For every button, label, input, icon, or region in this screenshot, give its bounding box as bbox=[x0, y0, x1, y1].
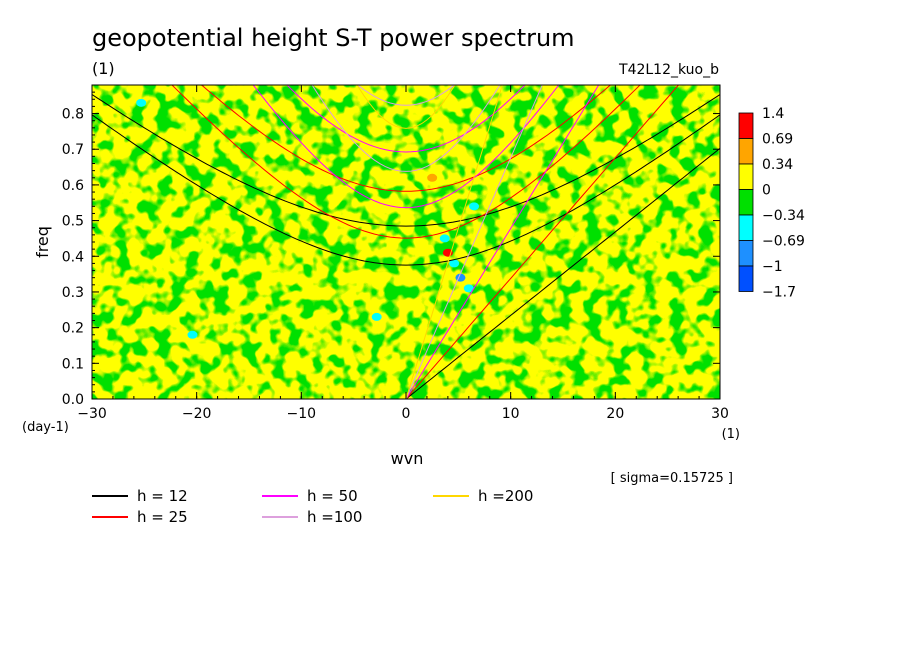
chart-title: geopotential height S-T power spectrum bbox=[92, 24, 575, 52]
y-tick-label: 0.0 bbox=[62, 392, 84, 408]
spectrum-spot bbox=[371, 312, 382, 321]
colorbar-swatch bbox=[738, 138, 754, 165]
spectrum-spot bbox=[463, 284, 474, 293]
y-axis-label: freq bbox=[33, 226, 52, 258]
colorbar: 1.4 0.69 0.34 0 −0.34 −0.69 −1 −1.7 bbox=[738, 106, 805, 301]
x-tick-label: −30 bbox=[77, 406, 107, 422]
y-tick-label: 0.2 bbox=[62, 321, 84, 337]
dispersion-curve bbox=[405, 85, 503, 399]
y-tick-label: 0.8 bbox=[62, 107, 84, 123]
spectrum-field bbox=[92, 85, 720, 399]
x-tick-label: 10 bbox=[502, 406, 520, 422]
colorbar-swatch bbox=[738, 265, 754, 292]
x-tick-label: 0 bbox=[402, 406, 411, 422]
y-tick-label: 0.3 bbox=[62, 285, 84, 301]
colorbar-swatch bbox=[738, 214, 754, 241]
dispersion-curve bbox=[171, 85, 641, 239]
x-tick-label: −10 bbox=[287, 406, 317, 422]
y-tick-label: 0.6 bbox=[62, 178, 84, 194]
colorbar-label: 1.4 bbox=[762, 106, 784, 122]
colorbar-label: −0.34 bbox=[762, 208, 805, 224]
y-unit-label: (day-1) bbox=[22, 420, 69, 435]
spectrum-spot bbox=[469, 202, 480, 211]
x-tick-label: 30 bbox=[711, 406, 729, 422]
dispersion-curve bbox=[405, 85, 680, 399]
colorbar-label: 0.34 bbox=[762, 157, 793, 173]
colorbar-swatch bbox=[738, 112, 754, 139]
y-tick-label: 0.4 bbox=[62, 249, 84, 265]
spectrum-spot bbox=[449, 259, 460, 268]
chart-subtitle: (1) bbox=[92, 59, 115, 78]
x-tick-label: −20 bbox=[182, 406, 212, 422]
dispersion-curve bbox=[286, 85, 526, 153]
colorbar-swatch bbox=[738, 163, 754, 190]
negative-field bbox=[92, 85, 720, 399]
legend-label: h =200 bbox=[478, 487, 533, 505]
x-axis: −30 −20 −10 0 10 20 30 bbox=[77, 85, 729, 422]
dispersion-curve bbox=[200, 85, 612, 192]
dispersion-curve bbox=[92, 114, 720, 266]
legend: h = 12 h = 25 h = 50 h =100 h =200 bbox=[92, 487, 533, 526]
experiment-label: T42L12_kuo_b bbox=[618, 62, 719, 78]
dispersion-curve bbox=[405, 85, 600, 399]
y-axis: 0.0 0.1 0.2 0.3 0.4 0.5 0.6 0.7 0.8 bbox=[62, 91, 720, 408]
x-axis-label: wvn bbox=[391, 449, 424, 468]
spectrum-spot bbox=[136, 98, 147, 107]
dispersion-curve bbox=[252, 85, 560, 209]
y-tick-label: 0.1 bbox=[62, 356, 84, 372]
colorbar-label: −1 bbox=[762, 259, 783, 275]
colorbar-label: −0.69 bbox=[762, 234, 805, 250]
colorbar-label: 0.69 bbox=[762, 132, 793, 148]
spectrum-spot bbox=[439, 234, 450, 243]
y-tick-label: 0.7 bbox=[62, 142, 84, 158]
legend-label: h =100 bbox=[307, 508, 362, 526]
dispersion-curve bbox=[357, 85, 455, 106]
dispersion-curve bbox=[356, 85, 456, 129]
dispersion-curve bbox=[405, 85, 543, 399]
spectrum-spot bbox=[427, 173, 438, 182]
colorbar-label: 0 bbox=[762, 183, 771, 199]
dispersion-curve bbox=[311, 85, 501, 172]
x-tick-label: 20 bbox=[606, 406, 624, 422]
colorbar-label: −1.7 bbox=[762, 285, 796, 301]
y-tick-label: 0.5 bbox=[62, 214, 84, 230]
spectrum-spot bbox=[187, 330, 198, 339]
dispersion-curve bbox=[405, 147, 720, 399]
legend-label: h = 50 bbox=[307, 487, 358, 505]
colorbar-swatch bbox=[738, 189, 754, 216]
colorbar-swatch bbox=[738, 240, 754, 267]
x-unit-label: (1) bbox=[722, 427, 740, 442]
sigma-note: [ sigma=0.15725 ] bbox=[611, 471, 733, 486]
legend-label: h = 25 bbox=[137, 508, 188, 526]
legend-label: h = 12 bbox=[137, 487, 188, 505]
